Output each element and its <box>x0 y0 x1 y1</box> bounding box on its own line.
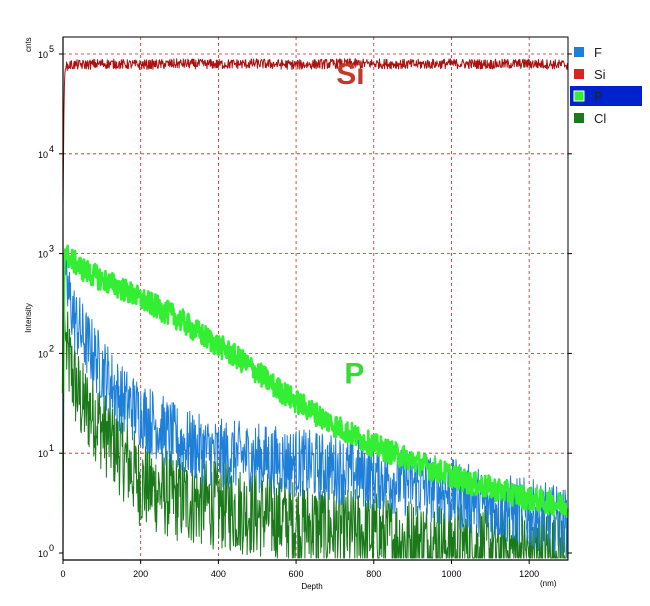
annotation-si: Si <box>336 58 364 91</box>
legend-label: P <box>594 89 603 104</box>
y-tick-label: 10 <box>38 349 48 359</box>
y-tick-label: 10 <box>38 50 48 60</box>
legend-label: Cl <box>594 111 606 126</box>
y-tick-exponent: 1 <box>49 443 54 453</box>
y-tick-label: 10 <box>38 250 48 260</box>
legend-swatch <box>573 90 585 102</box>
x-tick-label: 600 <box>289 569 304 579</box>
y-tick-label: 10 <box>38 449 48 459</box>
legend-item-f[interactable]: F <box>574 45 602 60</box>
y-unit-label: cnts <box>24 37 33 52</box>
annotations: Si P <box>336 58 364 390</box>
y-tick-exponent: 3 <box>49 244 54 254</box>
y-axis-title: Intensity <box>24 303 33 333</box>
legend-label: Si <box>594 67 606 82</box>
series-line-si <box>62 58 569 207</box>
x-tick-label: 200 <box>133 569 148 579</box>
y-tick-exponent: 0 <box>49 543 54 553</box>
x-tick-label: 400 <box>211 569 226 579</box>
x-tick-label: 1000 <box>441 569 461 579</box>
y-tick-label: 10 <box>38 150 48 160</box>
y-tick-exponent: 4 <box>49 144 54 154</box>
series-line-p <box>61 244 570 519</box>
y-tick-exponent: 2 <box>49 343 54 353</box>
x-axis-title: Depth <box>301 582 322 591</box>
legend[interactable]: F Si P Cl <box>570 45 642 126</box>
legend-label: F <box>594 45 602 60</box>
x-unit-label: (nm) <box>540 579 557 588</box>
x-tick-label: 800 <box>366 569 381 579</box>
legend-selection-highlight <box>570 86 642 106</box>
legend-item-cl[interactable]: Cl <box>574 111 606 126</box>
legend-item-si[interactable]: Si <box>574 67 606 82</box>
y-tick-label: 10 <box>38 549 48 559</box>
legend-swatch <box>574 69 584 79</box>
legend-swatch <box>574 47 584 57</box>
series-line-f <box>62 249 569 558</box>
x-tick-label: 0 <box>60 569 65 579</box>
annotation-p: P <box>344 357 364 390</box>
x-tick-label: 1200 <box>519 569 539 579</box>
legend-swatch <box>574 113 584 123</box>
series-layer <box>61 58 570 559</box>
series-line-cl <box>62 311 569 559</box>
y-tick-exponent: 5 <box>49 44 54 54</box>
legend-item-p[interactable]: P <box>570 86 642 106</box>
